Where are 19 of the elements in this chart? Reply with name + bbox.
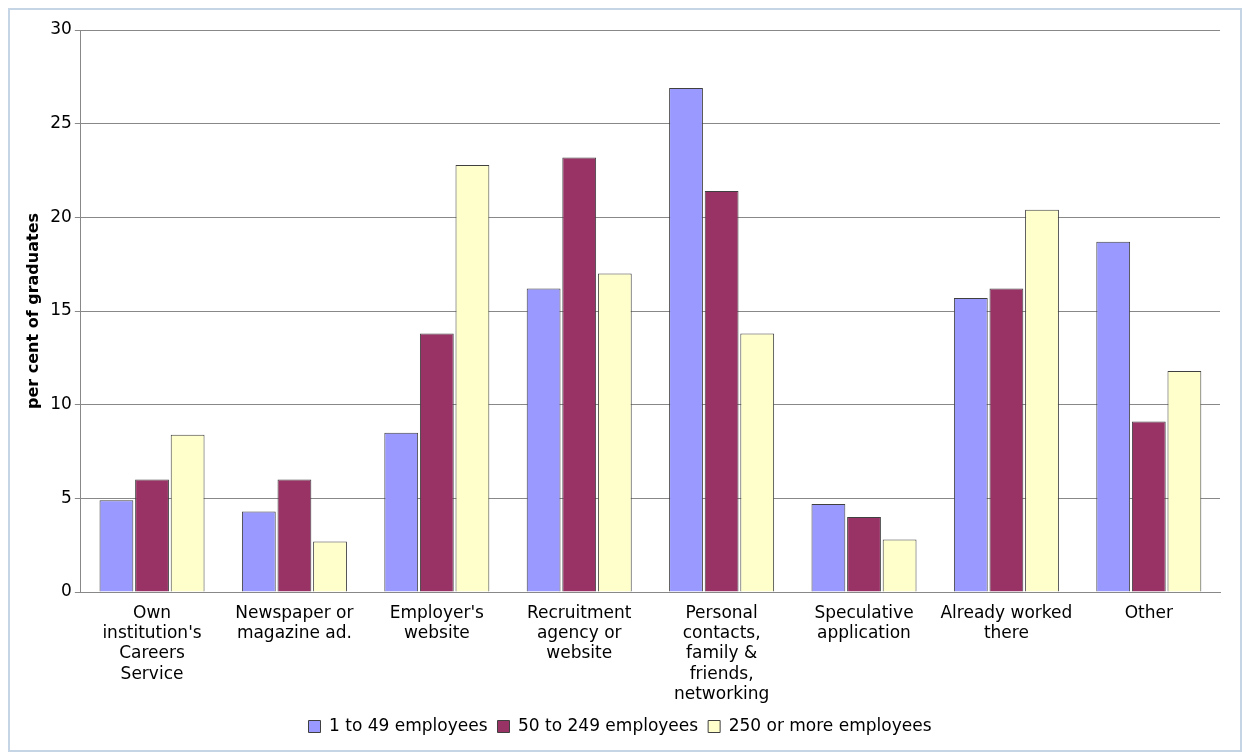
x-tick-label: Other bbox=[1124, 601, 1173, 622]
x-tick-label: Own institution's Careers Service bbox=[102, 601, 202, 683]
x-tick-label: Recruitment agency or website bbox=[526, 601, 632, 663]
y-tick-label: 25 bbox=[50, 112, 72, 133]
y-tick-label: 0 bbox=[61, 580, 72, 601]
x-tick-label: Employer's website bbox=[389, 601, 485, 643]
y-tick-label: 10 bbox=[50, 393, 72, 414]
y-tick-label: 20 bbox=[50, 205, 72, 226]
y-tick-label: 5 bbox=[61, 486, 72, 507]
y-axis-title: per cent of graduates bbox=[22, 212, 42, 410]
y-tick-label: 15 bbox=[50, 299, 72, 320]
x-tick-label: Newspaper or magazine ad. bbox=[235, 601, 354, 643]
legend-label: 50 to 249 employees bbox=[518, 714, 699, 735]
y-tick-label: 30 bbox=[50, 18, 72, 39]
x-tick-label: Speculative application bbox=[814, 601, 914, 643]
x-tick-label: Already worked there bbox=[940, 601, 1073, 643]
x-tick-label: Personal contacts, family & friends, networking bbox=[673, 601, 770, 704]
legend-label: 250 or more employees bbox=[728, 714, 932, 735]
legend-label: 1 to 49 employees bbox=[329, 714, 488, 735]
